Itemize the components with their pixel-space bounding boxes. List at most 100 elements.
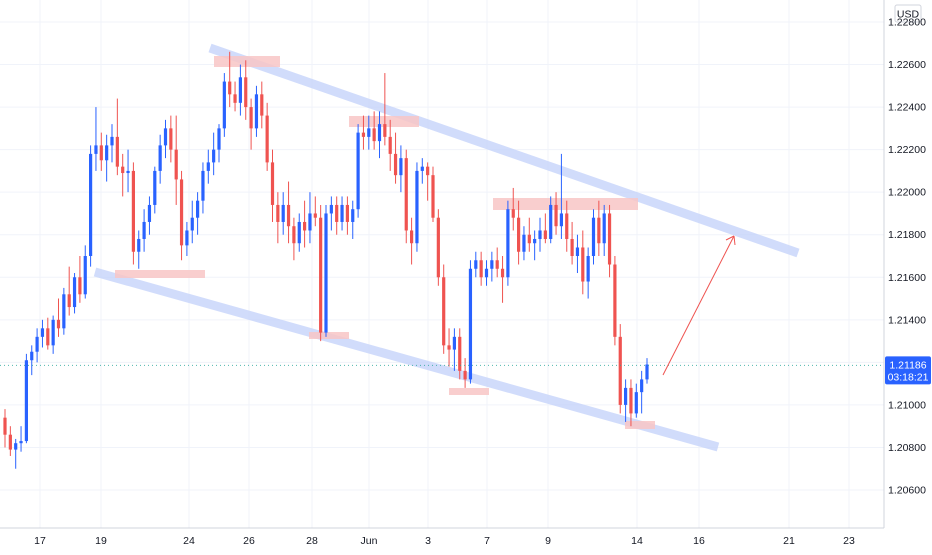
- candle-body: [372, 128, 376, 142]
- x-tick-label: Jun: [361, 535, 378, 547]
- candle-body: [388, 136, 392, 154]
- candle-body: [99, 145, 103, 161]
- candle-body: [410, 230, 414, 244]
- candle-body: [110, 136, 114, 146]
- y-tick-label: 1.22200: [888, 144, 926, 156]
- candle-body: [586, 256, 590, 282]
- candle-body: [185, 230, 189, 246]
- y-tick-label: 1.21600: [888, 272, 926, 284]
- candle-body: [115, 136, 119, 167]
- x-tick-label: 3: [425, 535, 431, 547]
- last-price-label: 1.21186: [889, 359, 926, 371]
- candle-body: [46, 328, 50, 346]
- price-channel: [93, 43, 800, 452]
- channel-upper-band: [208, 43, 800, 258]
- projection-arrow-line: [662, 235, 735, 376]
- x-tick-label: 23: [843, 535, 855, 547]
- candle-body: [377, 124, 382, 142]
- candle-body: [645, 364, 649, 380]
- candle-body: [495, 260, 499, 269]
- last-price-tag: [885, 356, 931, 385]
- candle-body: [500, 268, 505, 278]
- candle-body: [533, 238, 537, 244]
- candle-body: [538, 230, 542, 239]
- candle-body: [436, 217, 440, 278]
- candle-body: [297, 221, 301, 244]
- candle-body: [399, 158, 403, 176]
- zone-box: [214, 56, 280, 67]
- candle-body: [308, 213, 312, 231]
- candle-body: [56, 319, 61, 329]
- candle-body: [490, 260, 494, 269]
- candle-body: [303, 221, 307, 231]
- candle-body: [281, 204, 285, 222]
- candle-body: [94, 145, 98, 154]
- support-resistance-zones: [115, 56, 655, 429]
- candle-body: [35, 336, 39, 352]
- candle-body: [105, 145, 109, 161]
- candle-body: [201, 170, 205, 201]
- candle-body: [559, 213, 563, 227]
- candle-body: [517, 217, 521, 252]
- candle-body: [351, 209, 355, 222]
- currency-badge: [894, 4, 922, 23]
- currency-label: USD: [897, 9, 920, 21]
- x-tick-label: 7: [484, 535, 490, 547]
- candle-body: [618, 336, 622, 405]
- candle-body: [158, 145, 162, 171]
- candle-body: [431, 175, 435, 218]
- x-tick-label: 16: [693, 535, 705, 547]
- candle-body: [238, 77, 242, 103]
- candle-body: [179, 179, 184, 246]
- candle-body: [190, 217, 194, 231]
- x-tick-label: 24: [183, 535, 195, 547]
- candle-body: [121, 166, 125, 174]
- candle-body: [83, 256, 87, 295]
- candle-body: [319, 217, 323, 333]
- candle-body: [217, 128, 221, 150]
- candle-body: [640, 379, 644, 393]
- candle-body: [474, 260, 478, 269]
- candle-body: [126, 170, 130, 174]
- candle-body: [254, 94, 259, 129]
- candle-body: [174, 149, 178, 180]
- y-tick-label: 1.20600: [888, 485, 926, 497]
- candle-body: [24, 360, 28, 442]
- y-tick-label: 1.21000: [888, 399, 926, 411]
- candle-body: [447, 345, 451, 350]
- x-tick-label: 14: [631, 535, 643, 547]
- x-tick-label: 28: [306, 535, 318, 547]
- candle-body: [367, 128, 371, 137]
- candle-body: [484, 268, 489, 278]
- candle-body: [260, 94, 264, 116]
- candle-body: [163, 128, 168, 146]
- candle-body: [244, 77, 248, 108]
- candle-body: [565, 213, 569, 239]
- candle-body: [313, 213, 317, 218]
- candle-body: [62, 294, 66, 329]
- candle-body: [137, 238, 141, 252]
- candle-body: [265, 115, 269, 163]
- candle-body: [233, 94, 237, 103]
- candles: [3, 51, 649, 469]
- zone-box: [625, 421, 655, 429]
- x-tick-label: 19: [95, 535, 107, 547]
- candle-body: [442, 277, 446, 346]
- candle-body: [361, 132, 366, 137]
- grid: [0, 0, 884, 528]
- zone-box: [493, 198, 638, 210]
- candle-body: [324, 213, 328, 333]
- x-tick-label: 21: [783, 535, 795, 547]
- candle-body: [40, 328, 45, 337]
- candle-body: [72, 277, 77, 308]
- x-tick-label: 9: [545, 535, 551, 547]
- candle-body: [613, 264, 617, 337]
- candle-body: [286, 204, 291, 227]
- x-tick-label: 17: [34, 535, 46, 547]
- y-tick-label: 1.22400: [888, 102, 926, 114]
- projection-arrowhead: [725, 235, 736, 246]
- candle-body: [506, 209, 510, 278]
- candle-body: [78, 277, 82, 295]
